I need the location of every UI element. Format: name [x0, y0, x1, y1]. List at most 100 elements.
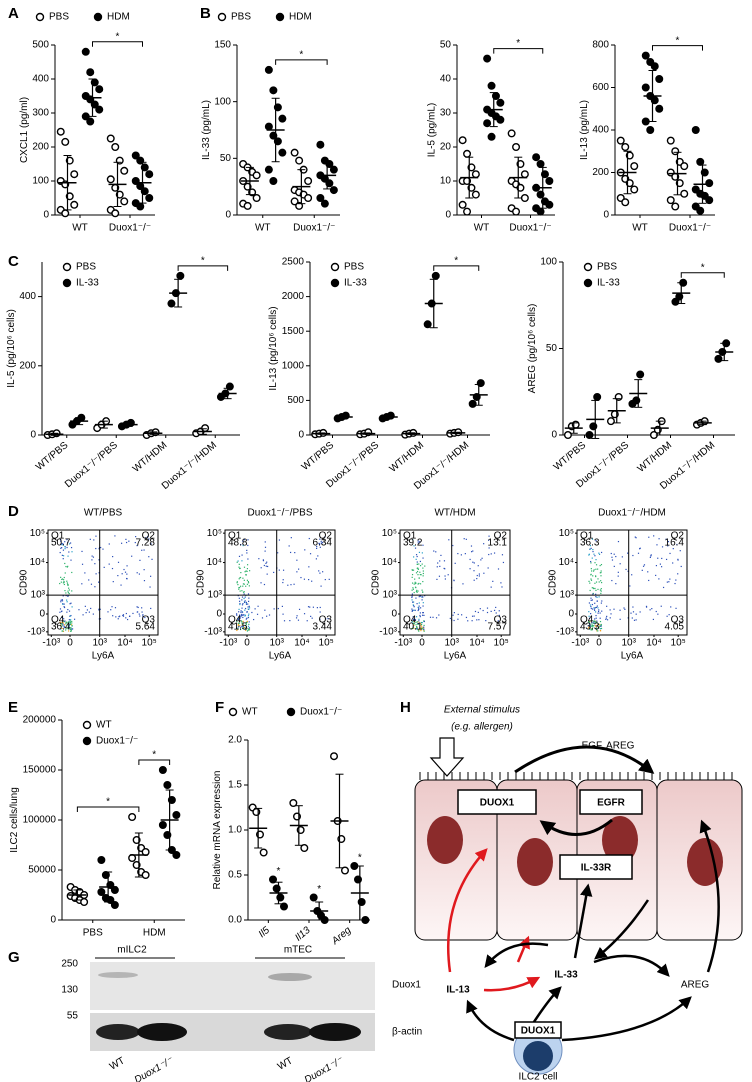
event-dot [72, 628, 74, 630]
event-dot [502, 561, 505, 564]
data-point [520, 170, 529, 179]
event-dot [68, 589, 70, 591]
event-dot [98, 581, 100, 583]
event-dot [594, 625, 597, 627]
event-dot [416, 563, 418, 565]
event-dot [656, 544, 658, 546]
data-point [545, 200, 554, 209]
event-dot [676, 543, 678, 546]
data-point [131, 151, 140, 160]
event-dot [639, 548, 641, 550]
event-dot [144, 616, 146, 619]
event-dot [63, 579, 65, 581]
event-dot [627, 552, 629, 554]
event-dot [247, 615, 250, 617]
event-dot [247, 606, 249, 608]
event-dot [60, 623, 62, 625]
event-dot [588, 553, 590, 555]
event-dot [245, 628, 247, 630]
event-dot [601, 600, 603, 602]
event-dot [591, 570, 593, 572]
y-tick-label: 0.0 [228, 915, 242, 926]
event-dot [665, 538, 667, 540]
event-dot [419, 614, 421, 617]
event-dot [589, 582, 591, 584]
event-dot [268, 614, 271, 616]
event-dot [412, 601, 414, 603]
event-dot [467, 620, 469, 622]
data-point [264, 65, 273, 74]
event-dot [490, 553, 492, 555]
stimulus-label: (e.g. allergen) [451, 722, 513, 733]
event-dot [631, 574, 633, 576]
legend-marker [228, 707, 238, 717]
event-dot [599, 625, 601, 627]
event-dot [417, 590, 419, 592]
data-point [329, 186, 338, 195]
series-group [66, 813, 150, 907]
event-dot [593, 624, 595, 627]
y-tick-label: 200 [32, 142, 49, 153]
event-dot [236, 620, 238, 622]
plot-title: Duox1⁻/⁻/HDM [598, 508, 666, 519]
group-label: mILC2 [117, 945, 147, 956]
arrow [539, 818, 613, 836]
quadrant-value: 16.4 [665, 538, 685, 549]
event-dot [78, 609, 80, 611]
event-dot [595, 627, 597, 630]
y-tick-label: 10⁴ [559, 557, 574, 568]
y-tick-label: 2.0 [228, 735, 242, 746]
event-dot [142, 615, 144, 617]
event-dot [600, 570, 602, 572]
event-dot [135, 536, 137, 538]
event-dot [611, 556, 613, 558]
il33r-box [559, 854, 633, 880]
event-dot [290, 584, 292, 586]
event-dot [296, 615, 298, 617]
event-dot [651, 608, 653, 610]
event-dot [71, 622, 73, 624]
data-point [264, 122, 273, 131]
data-point [641, 83, 650, 92]
event-dot [418, 607, 420, 609]
event-dot [635, 613, 637, 615]
event-dot [304, 549, 306, 551]
significance-bracket [680, 272, 725, 278]
series-group [239, 148, 313, 210]
event-dot [589, 626, 591, 628]
event-dot [242, 616, 244, 619]
event-dot [247, 603, 249, 605]
event-dot [59, 551, 61, 554]
event-dot [322, 571, 324, 573]
event-dot [59, 582, 61, 585]
event-dot [598, 581, 600, 583]
event-dot [290, 537, 292, 539]
event-dot [597, 612, 599, 614]
event-dot [111, 606, 113, 608]
event-dot [69, 621, 71, 623]
event-dot [593, 607, 595, 609]
event-dot [256, 613, 259, 615]
panel-label: F [215, 699, 224, 716]
data-point [487, 81, 496, 90]
event-dot [619, 609, 621, 611]
event-dot [476, 619, 478, 621]
event-dot [115, 616, 117, 618]
event-dot [70, 630, 72, 632]
event-dot [248, 607, 251, 609]
event-dot [421, 596, 423, 598]
event-dot [121, 573, 123, 575]
event-dot [67, 630, 70, 632]
event-dot [659, 563, 662, 565]
event-dot [418, 608, 420, 610]
data-point [680, 162, 689, 171]
quadrant-value: 5.64 [136, 622, 156, 633]
event-dot [282, 581, 284, 584]
event-dot [605, 618, 607, 621]
x-tick-label: -10³ [571, 638, 589, 649]
event-dot [266, 573, 268, 575]
data-point [671, 297, 680, 306]
x-axis-label: Ly6A [269, 651, 292, 662]
event-dot [415, 628, 417, 630]
event-dot [273, 571, 275, 574]
